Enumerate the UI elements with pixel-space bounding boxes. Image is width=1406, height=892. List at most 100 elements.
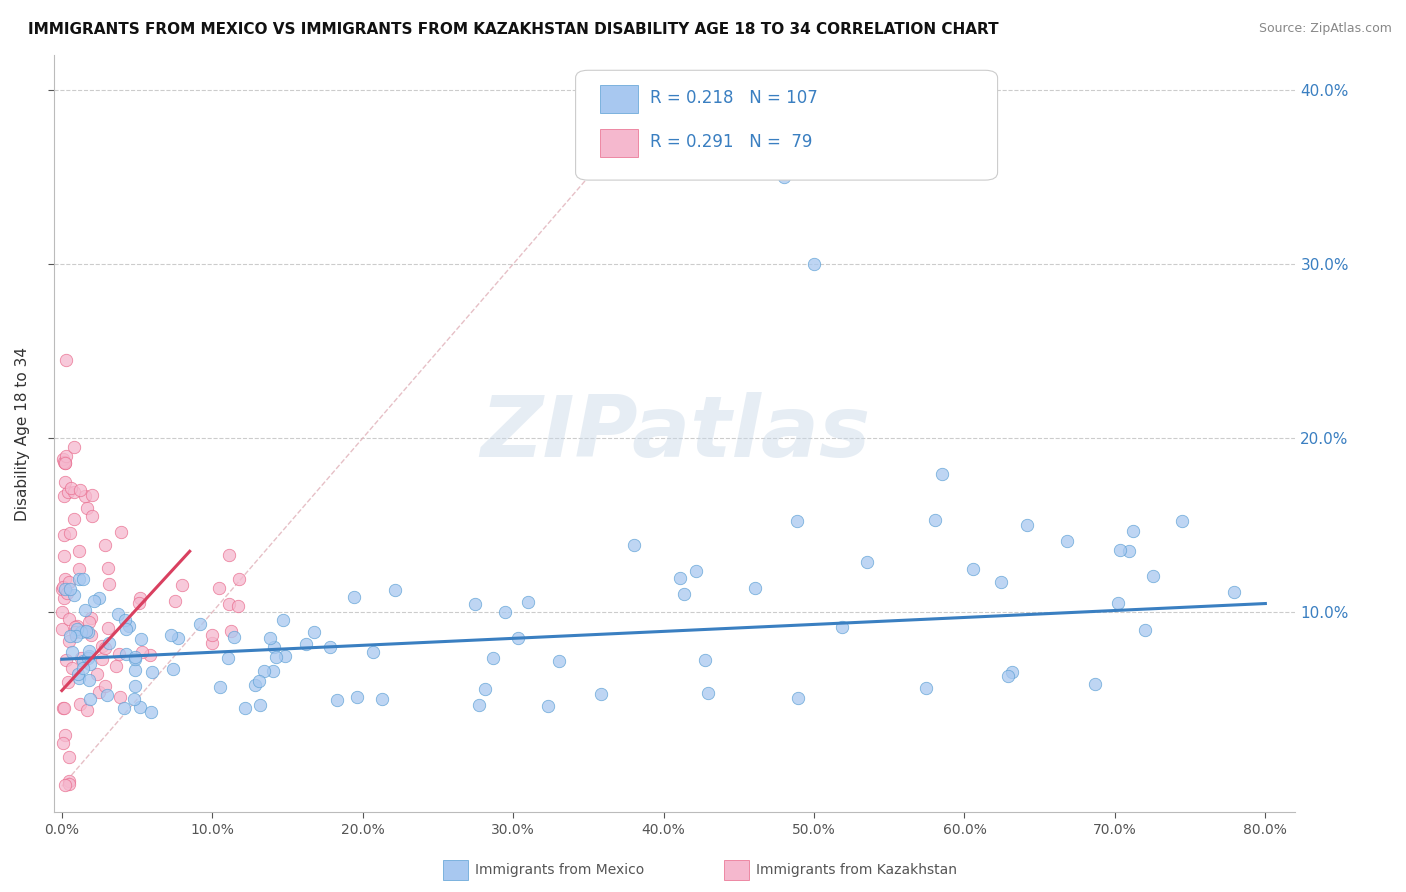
Point (494, 605, 516, 619)
Point (263, 640, 285, 655)
Point (201, 628, 224, 642)
Point (82, 509, 104, 524)
Point (63, 485, 86, 500)
Point (87, 591, 110, 606)
Point (53, 457, 76, 471)
Point (105, 658, 128, 673)
Point (128, 596, 150, 610)
Point (59, 481, 82, 495)
Point (52, 549, 75, 564)
Point (51, 701, 73, 715)
Point (67, 543, 90, 558)
Point (131, 645, 153, 659)
Point (591, 687, 613, 701)
Text: Immigrants from Mexico: Immigrants from Mexico (475, 863, 644, 877)
Point (264, 649, 287, 664)
Point (53, 572, 76, 586)
Point (77, 615, 100, 629)
Point (63, 440, 86, 454)
Point (53, 489, 76, 503)
Point (141, 665, 163, 679)
Point (803, 257, 825, 271)
Point (69, 650, 91, 665)
Point (673, 587, 696, 601)
Point (58, 749, 80, 764)
Point (259, 632, 281, 646)
Point (122, 692, 145, 706)
Point (249, 698, 271, 712)
Point (79, 644, 101, 658)
Point (55, 778, 77, 792)
Point (110, 525, 132, 540)
Text: ZIPatlas: ZIPatlas (479, 392, 870, 475)
Point (55, 352, 77, 367)
Point (63, 624, 86, 639)
Point (346, 690, 368, 705)
Point (831, 620, 853, 634)
Point (129, 632, 152, 647)
Point (55, 449, 77, 463)
Point (69, 624, 91, 639)
Point (72, 573, 94, 587)
Point (80, 610, 103, 624)
Point (162, 662, 184, 676)
Point (79, 649, 101, 664)
Point (1017, 518, 1039, 533)
Point (62, 512, 84, 526)
Point (65, 629, 87, 643)
Point (107, 607, 129, 621)
Point (218, 548, 240, 562)
Point (66, 619, 89, 633)
Point (326, 692, 349, 706)
Text: Source: ZipAtlas.com: Source: ZipAtlas.com (1258, 22, 1392, 36)
Point (52, 452, 75, 467)
Point (228, 572, 250, 586)
Point (855, 555, 877, 569)
Point (273, 648, 295, 663)
Point (464, 597, 486, 611)
Point (94, 679, 117, 693)
Point (468, 698, 491, 713)
Point (506, 632, 529, 646)
Point (319, 640, 342, 655)
Point (915, 681, 938, 695)
Point (1083, 677, 1105, 691)
Point (124, 679, 146, 693)
Point (53, 455, 76, 469)
Point (51, 605, 73, 619)
Point (118, 619, 141, 633)
Point (371, 691, 394, 706)
Point (77, 651, 100, 665)
Point (58, 574, 80, 589)
Point (172, 578, 194, 592)
Point (75, 489, 97, 503)
Point (1001, 665, 1024, 679)
Point (685, 564, 707, 578)
Bar (600, 85, 638, 113)
Point (1142, 569, 1164, 583)
Point (924, 513, 946, 527)
Point (114, 622, 136, 636)
Point (69, 697, 91, 711)
Point (537, 698, 560, 713)
Point (361, 644, 384, 658)
Point (548, 654, 571, 668)
Point (79, 673, 101, 687)
Point (66, 622, 89, 636)
Point (1107, 596, 1129, 610)
Point (65, 620, 87, 634)
Point (53, 456, 76, 470)
Point (80, 628, 103, 642)
Point (160, 628, 183, 642)
Y-axis label: Disability Age 18 to 34: Disability Age 18 to 34 (15, 347, 30, 521)
Point (516, 595, 538, 609)
Point (139, 705, 162, 719)
Point (962, 562, 984, 576)
Point (219, 624, 242, 639)
Point (139, 648, 162, 663)
Point (55, 653, 77, 667)
Point (93, 538, 115, 552)
Point (73, 624, 96, 639)
Point (91, 640, 114, 654)
Point (56, 484, 79, 499)
